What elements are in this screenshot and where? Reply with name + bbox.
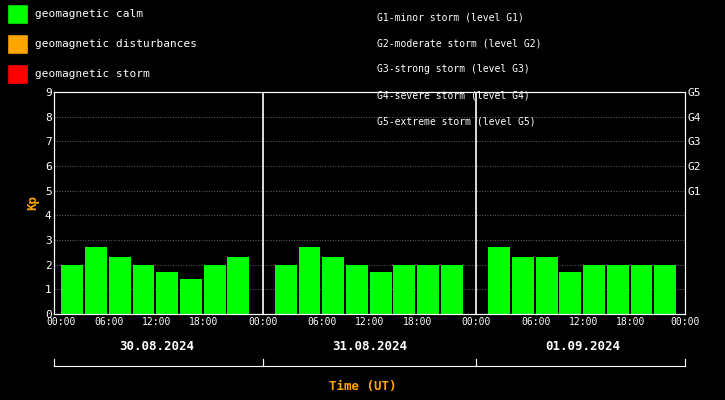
Text: G4-severe storm (level G4): G4-severe storm (level G4) xyxy=(377,90,530,100)
Bar xyxy=(62,265,83,314)
Bar xyxy=(180,280,202,314)
Bar xyxy=(109,257,130,314)
Y-axis label: Kp: Kp xyxy=(26,196,39,210)
Bar xyxy=(370,272,392,314)
Bar xyxy=(204,265,225,314)
Text: G2-moderate storm (level G2): G2-moderate storm (level G2) xyxy=(377,38,542,48)
Bar xyxy=(275,265,297,314)
Text: 30.08.2024: 30.08.2024 xyxy=(119,340,194,352)
Bar xyxy=(489,247,510,314)
Bar xyxy=(583,265,605,314)
Bar xyxy=(417,265,439,314)
Text: geomagnetic calm: geomagnetic calm xyxy=(35,9,143,19)
Text: geomagnetic storm: geomagnetic storm xyxy=(35,69,149,79)
Text: Time (UT): Time (UT) xyxy=(328,380,397,393)
Bar xyxy=(299,247,320,314)
Bar xyxy=(346,265,368,314)
Text: 31.08.2024: 31.08.2024 xyxy=(332,340,407,352)
Text: G1-minor storm (level G1): G1-minor storm (level G1) xyxy=(377,12,524,22)
Bar xyxy=(133,265,154,314)
Bar xyxy=(394,265,415,314)
Bar xyxy=(512,257,534,314)
Bar xyxy=(157,272,178,314)
Bar xyxy=(560,272,581,314)
Text: geomagnetic disturbances: geomagnetic disturbances xyxy=(35,39,196,49)
Text: 01.09.2024: 01.09.2024 xyxy=(546,340,621,352)
Text: G3-strong storm (level G3): G3-strong storm (level G3) xyxy=(377,64,530,74)
Bar xyxy=(654,265,676,314)
Bar xyxy=(86,247,107,314)
Bar xyxy=(607,265,629,314)
Bar xyxy=(536,257,558,314)
Bar xyxy=(441,265,463,314)
Text: G5-extreme storm (level G5): G5-extreme storm (level G5) xyxy=(377,116,536,126)
Bar xyxy=(323,257,344,314)
Bar xyxy=(228,257,249,314)
Bar xyxy=(631,265,652,314)
